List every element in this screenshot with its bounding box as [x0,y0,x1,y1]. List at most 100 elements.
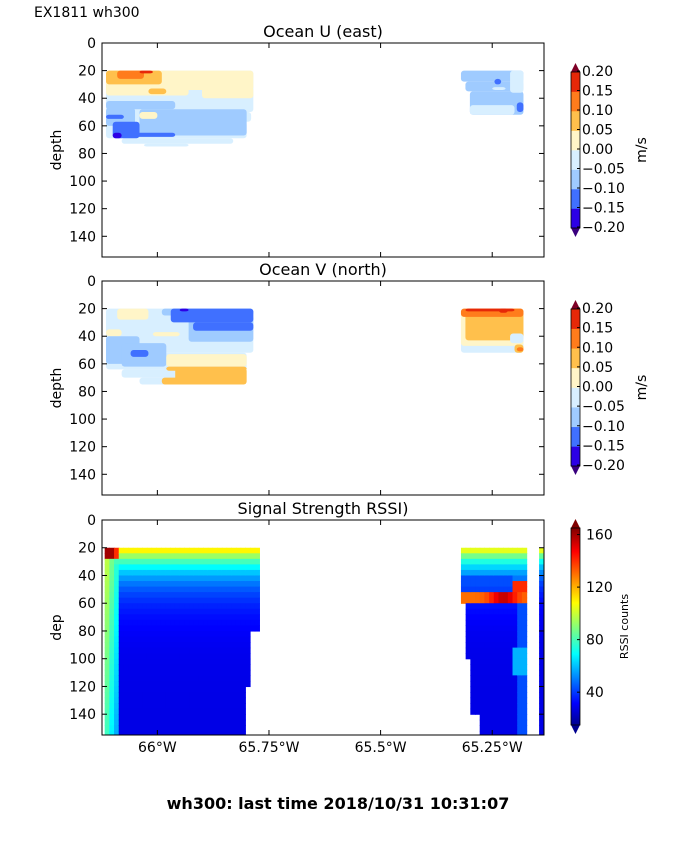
rssi-cell [465,558,471,565]
rssi-cell [479,686,485,693]
rssi-cell [156,730,162,735]
rssi-cell [137,719,143,726]
rssi-cell [142,680,148,688]
rssi-cell [484,664,490,671]
rssi-cell [114,730,120,735]
rssi-cell [217,647,223,654]
panel-0-field [106,70,524,147]
rssi-cell [174,658,181,665]
rssi-cell [156,553,162,560]
rssi-cell [114,714,120,721]
contour-cell [117,70,144,79]
rssi-cell [203,708,209,715]
rssi-cell [128,625,134,632]
rssi-cell [226,708,232,715]
rssi-cell [493,625,500,632]
rssi-cell [132,625,139,632]
rssi-cell [193,636,200,643]
rssi-cell [128,614,134,621]
rssi-cell [198,714,204,721]
rssi-cell [231,680,237,688]
panel-1-colorbar: 0.200.150.100.050.00−0.05−0.10−0.15−0.20… [570,300,650,475]
x-tick-label: 66°W [138,740,177,756]
rssi-cell [170,730,176,735]
rssi-cell [245,647,251,654]
rssi-cell [156,669,162,676]
rssi-cell [165,586,171,593]
rssi-cell [254,558,260,565]
rssi-cell [512,564,518,571]
rssi-cell [179,608,185,615]
rssi-cell [109,581,115,588]
rssi-cell [512,669,518,676]
rssi-cell [539,708,544,715]
rssi-cell [203,686,209,693]
rssi-cell [114,597,120,604]
rssi-cell [512,692,518,699]
rssi-cell [156,630,162,638]
rssi-cell [137,680,143,688]
colorbar-tick-label: 0.10 [582,103,613,119]
rssi-cell [231,658,237,665]
rssi-cell [203,558,209,565]
rssi-cell [118,669,125,676]
rssi-cell [245,608,251,615]
rssi-cell [254,564,260,571]
contour-cell [121,138,234,144]
rssi-cell [226,697,232,704]
rssi-cell [240,581,246,588]
rssi-cell [114,658,120,665]
rssi-cell [174,603,181,610]
rssi-cell [114,653,120,660]
rssi-cell [189,653,195,660]
rssi-cell [189,619,195,627]
rssi-cell [517,592,523,599]
rssi-cell [198,547,204,554]
rssi-cell [479,625,485,632]
rssi-cell [226,586,232,593]
rssi-cell [231,547,237,554]
rssi-cell [207,614,214,621]
rssi-cell [470,586,476,593]
rssi-cell [165,669,171,676]
rssi-cell [104,636,110,643]
rssi-cell [146,630,153,638]
rssi-cell [221,714,228,721]
rssi-cell [498,608,504,615]
rssi-cell [245,680,251,688]
rssi-cell [170,714,176,721]
rssi-cell [475,625,481,632]
rssi-cell [498,558,504,565]
rssi-cell [231,603,237,610]
rssi-cell [128,564,134,571]
rssi-cell [114,558,120,565]
rssi-cell [231,614,237,621]
rssi-cell [498,703,504,710]
colorbar-tick-label: −0.05 [582,399,625,415]
rssi-cell [198,669,204,676]
rssi-cell [207,581,214,588]
rssi-cell [221,658,228,665]
rssi-cell [512,714,518,721]
rssi-cell [160,569,167,577]
rssi-cell [484,586,490,593]
rssi-cell [189,603,195,610]
rssi-cell [254,625,260,632]
rssi-cell [489,675,495,682]
rssi-cell [104,703,110,710]
rssi-cell [465,614,471,621]
rssi-cell [539,603,544,610]
rssi-cell [254,592,260,599]
rssi-cell [118,692,125,699]
rssi-cell [156,719,162,726]
rssi-cell [507,608,514,615]
rssi-cell [507,647,514,654]
rssi-cell [151,569,157,577]
rssi-cell [507,714,514,721]
rssi-cell [493,553,500,560]
contour-cell [516,347,524,352]
rssi-cell [493,581,500,588]
rssi-cell [240,553,246,560]
rssi-cell [479,658,485,665]
rssi-cell [184,630,190,638]
